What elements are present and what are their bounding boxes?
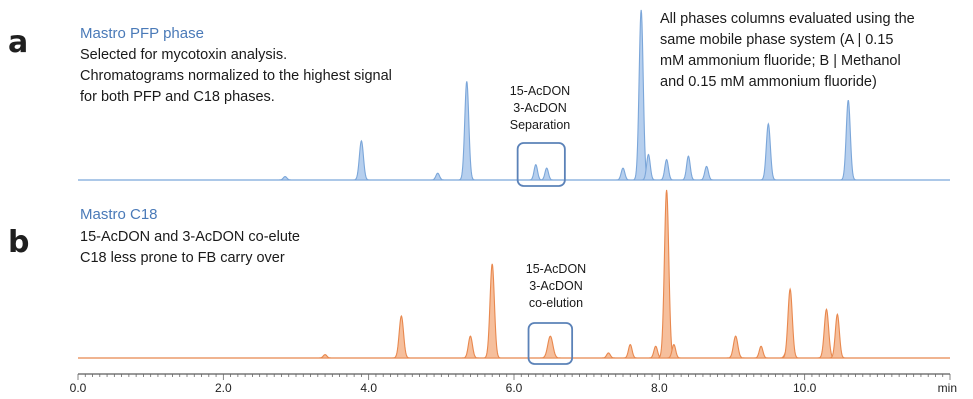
panel-b-note-2: C18 less prone to FB carry over	[80, 250, 285, 266]
panel-b-box-label-1: 15-AcDON	[526, 262, 586, 276]
panel-a: a Mastro PFP phase Selected for mycotoxi…	[8, 9, 950, 187]
panel-b-highlight-box	[527, 322, 574, 365]
panel-a-letter: a	[8, 25, 28, 60]
panel-a-box-label-1: 15-AcDON	[510, 84, 570, 98]
panel-a-box-label-3: Separation	[510, 118, 571, 132]
mobile-phase-note-1: All phases columns evaluated using the	[660, 11, 915, 27]
peak-a-9	[640, 153, 657, 181]
peak-b-5	[539, 335, 562, 359]
peak-a-12	[699, 165, 714, 181]
peak-b-7	[622, 343, 638, 359]
panel-b: b Mastro C18 15-AcDON and 3-AcDON co-elu…	[8, 189, 950, 365]
peak-b-16	[828, 313, 847, 359]
panel-b-note-1: 15-AcDON and 3-AcDON co-elute	[80, 229, 300, 245]
panel-a-box-label-2: 3-AcDON	[513, 101, 566, 115]
x-axis-label: min	[938, 381, 957, 395]
panel-b-box-label-3: co-elution	[529, 296, 583, 310]
peak-b-1	[317, 354, 333, 359]
panel-b-trace	[78, 189, 950, 359]
x-tick-label: 4.0	[360, 381, 377, 395]
x-axis: min 0.0 2.0 4.0 6.0 8.0 10.0	[70, 373, 957, 395]
peak-a-14	[839, 99, 857, 181]
panel-b-box-label-2: 3-AcDON	[529, 279, 582, 293]
panel-a-title: Mastro PFP phase	[80, 25, 204, 42]
panel-a-highlight-box	[516, 142, 566, 187]
peak-a-3	[430, 172, 445, 181]
panel-b-title: Mastro C18	[80, 206, 158, 223]
x-tick-label: 2.0	[215, 381, 232, 395]
x-tick-label: 6.0	[506, 381, 523, 395]
peak-b-4	[482, 263, 502, 359]
mobile-phase-note-3: mM ammonium fluoride; B | Methanol	[660, 53, 901, 69]
mobile-phase-note-4: and 0.15 mM ammonium fluoride)	[660, 74, 877, 90]
panel-b-letter: b	[8, 225, 29, 260]
peak-a-4	[458, 81, 476, 181]
peak-b-3	[461, 335, 480, 359]
panel-a-note-2: Chromatograms normalized to the highest …	[80, 68, 392, 84]
x-tick-label: 10.0	[793, 381, 817, 395]
peak-a-13	[759, 122, 778, 181]
peak-b-9	[657, 189, 676, 359]
x-tick-label: 0.0	[70, 381, 87, 395]
peak-a-8	[632, 9, 650, 181]
peak-b-14	[780, 287, 800, 359]
peak-b-2	[392, 314, 411, 359]
mobile-phase-note-2: same mobile phase system (A | 0.15	[660, 32, 893, 48]
peak-b-15	[817, 307, 836, 359]
peak-a-10	[658, 158, 675, 181]
peak-a-2	[352, 139, 371, 181]
peak-a-1	[277, 176, 293, 181]
peak-a-6	[539, 167, 554, 181]
peak-b-12	[753, 345, 769, 359]
peak-b-11	[726, 335, 745, 359]
x-tick-label: 8.0	[651, 381, 668, 395]
peak-b-6	[601, 352, 616, 359]
panel-a-note-3: for both PFP and C18 phases.	[80, 89, 275, 105]
panel-a-trace	[78, 9, 950, 181]
peak-a-11	[680, 155, 697, 181]
peak-a-7	[615, 167, 631, 181]
panel-a-note-1: Selected for mycotoxin analysis.	[80, 47, 287, 63]
peak-a-5	[528, 163, 544, 181]
peak-b-10	[666, 343, 682, 359]
